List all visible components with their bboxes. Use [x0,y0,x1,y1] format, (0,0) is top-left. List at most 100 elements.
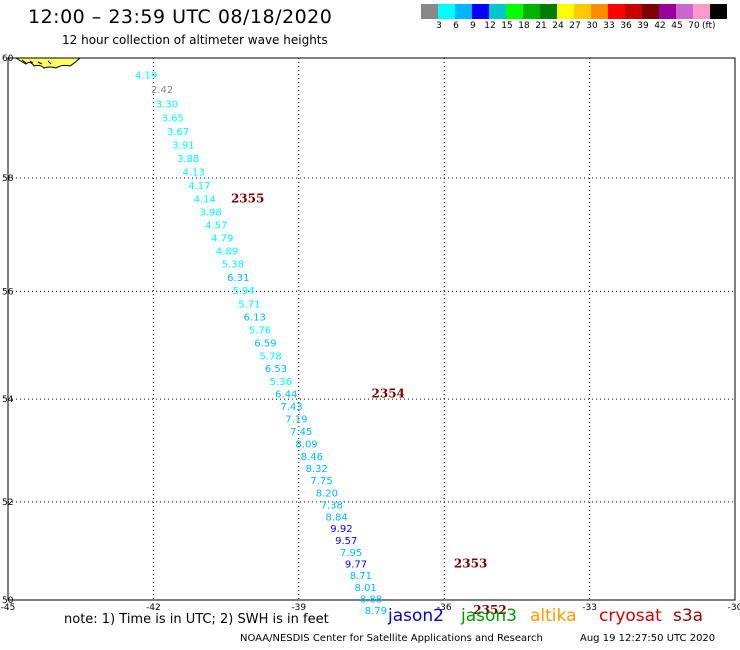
lon-tick-label: -45 [1,603,16,613]
scale-label: 42 [654,21,666,31]
wave-height-label: 6.59 [254,339,276,350]
wave-height-label: 8.20 [316,488,338,499]
scale-swatch [676,4,693,19]
lon-tick-label: -30 [728,603,740,613]
color-scale-legend: 3 6 9 12 15 18 21 24 27 30 33 36 39 42 45 70 (ft) [421,4,731,31]
pass-time-label: 2352 [473,603,506,617]
greenland-coast [14,57,82,69]
wave-height-label: 7.95 [340,548,362,559]
generated-timestamp: Aug 19 12:27:50 UTC 2020 [580,633,716,644]
wave-height-label: 7.19 [285,415,307,426]
wave-height-label: 4.89 [216,247,238,258]
wave-height-label: 4.19 [135,70,157,81]
wave-height-label: 5.94 [232,286,254,297]
wave-height-label: 6.13 [244,313,266,324]
wave-height-label: 5.71 [238,299,260,310]
wave-height-label: 2.42 [151,85,173,96]
wave-height-label: 8.71 [350,571,372,582]
wave-height-label: 6.53 [265,364,287,375]
scale-unit: (ft) [702,21,716,31]
wave-height-label: 8.32 [306,464,328,475]
scale-swatch [455,4,472,19]
lat-tick-label: 58 [2,174,14,184]
scale-swatch [642,4,659,19]
lon-tick-label: -36 [437,603,452,613]
wave-height-label: 5.38 [222,260,244,271]
scale-swatch [489,4,506,19]
scale-label: 45 [671,21,683,31]
wave-height-label: 3.91 [172,141,194,152]
scale-swatch [472,4,489,19]
scale-swatch [591,4,608,19]
pass-time-labels: 2355 2354 2353 2352 [231,191,507,617]
wave-height-label: 7.38 [321,500,343,511]
scale-label: 39 [637,21,649,31]
wave-height-label: 5.76 [249,326,271,337]
satellite-legend-cryosat: cryosat [599,606,662,626]
wave-height-label: 7.45 [290,427,312,438]
color-scale-labels: 3 6 9 12 15 18 21 24 27 30 33 36 39 42 45 70 (ft) [421,19,731,31]
map-frame [7,57,736,601]
wave-height-label: 3.98 [199,208,221,219]
wave-height-label: 8.79 [365,606,387,617]
wave-height-label: 9.92 [330,524,352,535]
scale-label: 6 [453,21,459,31]
scale-label: 36 [620,21,632,31]
scale-swatch [659,4,676,19]
wave-height-label: 8.84 [325,512,347,523]
page-subtitle: 12 hour collection of altimeter wave hei… [62,33,328,47]
scale-label: 18 [518,21,530,31]
lat-tick-label: 52 [2,498,13,508]
scale-swatch [710,4,727,19]
wave-height-label: 9.57 [335,536,357,547]
scale-label: 12 [484,21,496,31]
lat-tick-label: 50 [2,596,14,606]
scale-label: 27 [569,21,581,31]
scale-swatch [608,4,625,19]
credit-text: NOAA/NESDIS Center for Satellite Applica… [240,633,543,644]
wave-height-label: 4.13 [182,168,204,179]
page-title: 12:00 – 23:59 UTC 08/18/2020 [28,6,333,28]
wave-height-points: 4.19 2.42 3.30 3.65 3.67 3.91 3.88 4.13 4.17 4.14… [135,70,387,617]
map-grid [7,57,736,601]
scale-swatch [540,4,557,19]
lon-tick-label: -33 [582,603,597,613]
axis-tick-labels: -45 -42 -39 -36 -33 -30 60 58 56 54 52 50 [1,54,740,613]
wave-height-label: 8.09 [295,439,317,450]
scale-label: 3 [436,21,442,31]
wave-height-label: 9.77 [345,560,367,571]
scale-label: 15 [501,21,513,31]
satellite-legend-s3a: s3a [673,606,704,626]
coastline-shape [14,57,82,69]
coastline-detail [21,59,52,65]
wave-height-label: 4.79 [211,234,233,245]
wave-height-label: 4.14 [194,194,216,205]
scale-swatch [557,4,574,19]
scale-label: 24 [552,21,564,31]
scale-label: 9 [470,21,476,31]
wave-height-label: 8.46 [301,452,323,463]
wave-height-label: 7.75 [310,476,332,487]
wave-height-label: 3.67 [167,127,189,138]
scale-label: 21 [535,21,547,31]
lon-tick-label: -42 [146,603,161,613]
wave-height-label: 7.43 [280,402,302,413]
scale-swatch [693,4,710,19]
scale-label: 30 [586,21,598,31]
scale-swatch [574,4,591,19]
lat-tick-label: 60 [2,54,14,64]
scale-swatch [438,4,455,19]
lon-tick-label: -39 [291,603,306,613]
pass-time-label: 2354 [372,387,405,401]
satellite-legend-jason2: jason2 [388,606,444,626]
wave-height-label: 8.01 [355,583,377,594]
scale-swatch [625,4,642,19]
pass-time-label: 2353 [454,557,487,571]
wave-height-label: 6.44 [275,390,297,401]
wave-height-label: 3.88 [177,154,199,165]
scale-swatch [421,4,438,19]
scale-label: 33 [603,21,615,31]
wave-height-label: 4.17 [188,181,210,192]
pass-time-label: 2355 [231,191,264,205]
